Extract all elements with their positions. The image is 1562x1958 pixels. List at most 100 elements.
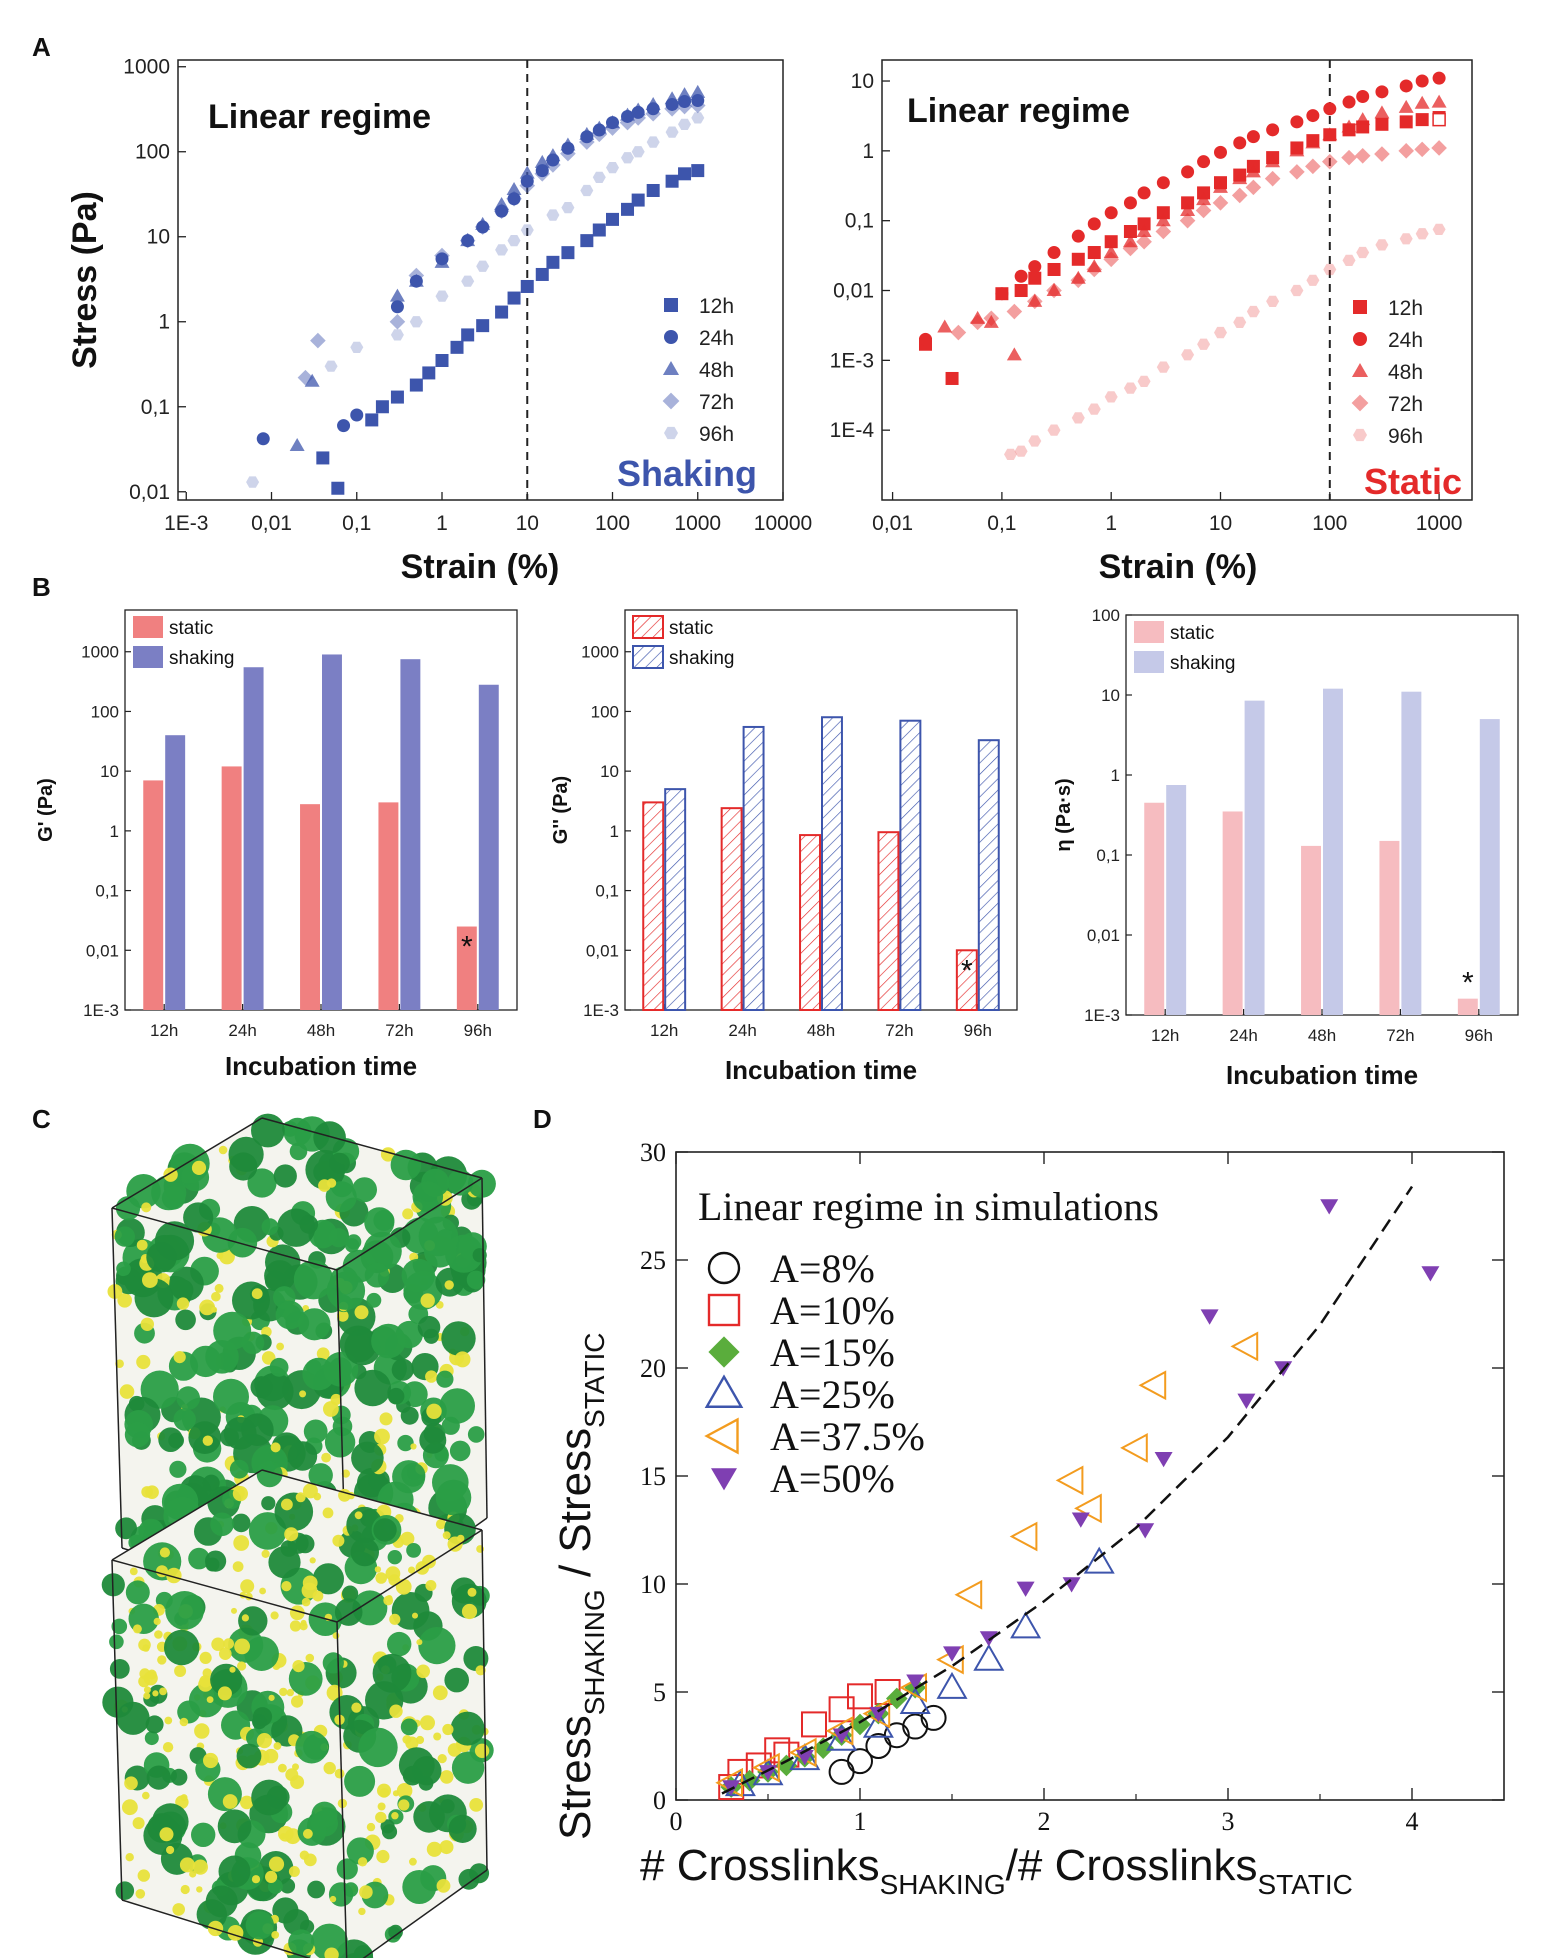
polymer-blob — [299, 1215, 319, 1234]
crosslink-cluster — [152, 1690, 159, 1697]
y-tick-label: 20 — [640, 1354, 666, 1383]
legend: static shaking — [1134, 621, 1236, 674]
polymer-blob — [447, 1169, 474, 1196]
crosslink-cluster — [359, 1885, 373, 1899]
polymer-blob — [387, 1631, 412, 1657]
data-point — [645, 96, 661, 110]
bar-static — [221, 766, 242, 1010]
polymer-blob — [218, 1855, 251, 1888]
data-point — [1156, 361, 1170, 373]
crosslink-cluster — [259, 1587, 266, 1595]
data-point — [493, 203, 510, 219]
data-point — [560, 137, 576, 151]
crosslink-cluster — [203, 1752, 219, 1769]
data-point — [1374, 146, 1390, 162]
data-point — [1083, 1546, 1115, 1574]
series-24h — [918, 71, 1446, 346]
polymer-blob — [244, 1636, 279, 1671]
legend-marker — [1353, 332, 1367, 346]
data-point — [690, 84, 706, 98]
bar-shaking — [899, 719, 922, 1011]
data-point — [1070, 270, 1086, 284]
polymer-blob — [213, 1311, 252, 1350]
data-point — [1086, 259, 1102, 273]
data-point — [832, 1728, 851, 1744]
crosslink-cluster — [303, 1828, 313, 1839]
data-point — [847, 1683, 873, 1710]
data-point — [1197, 338, 1211, 350]
significance-star: * — [1462, 967, 1474, 1000]
polymer-blob — [449, 1440, 471, 1462]
polymer-blob — [435, 1479, 472, 1516]
polymer-blob — [229, 1152, 258, 1181]
data-point — [945, 371, 959, 385]
data-point — [459, 232, 476, 249]
data-point — [1087, 217, 1101, 231]
series-12h — [316, 164, 705, 495]
data-point — [906, 1674, 925, 1690]
data-point — [1246, 130, 1260, 144]
data-point — [677, 87, 693, 101]
polymer-blob — [261, 1218, 279, 1236]
crosslink-cluster — [299, 1390, 307, 1398]
crosslink-cluster — [416, 1664, 431, 1679]
data-point — [1181, 196, 1195, 210]
legend-swatch — [1134, 651, 1164, 673]
crosslink-cluster — [180, 1794, 188, 1802]
data-point — [936, 1671, 968, 1699]
data-point — [621, 202, 635, 216]
corner-label-shaking: Shaking — [617, 453, 757, 494]
legend-swatch — [1134, 621, 1164, 643]
data-point — [970, 310, 986, 324]
panel-letter-b: B — [32, 572, 51, 602]
bar-shaking — [1244, 700, 1265, 1015]
legend-marker — [1353, 428, 1367, 442]
data-point — [580, 184, 594, 197]
polymer-blob — [406, 1543, 421, 1558]
data-point — [1156, 176, 1170, 190]
polymer-blob — [205, 1557, 220, 1572]
cube-edge — [362, 1869, 488, 1958]
polymer-blob — [175, 1309, 196, 1331]
x-tick-label: 96h — [464, 1021, 492, 1040]
cube-edge — [481, 1529, 488, 1871]
data-point — [507, 192, 521, 206]
polymer-blob — [419, 1426, 447, 1454]
legend-marker — [662, 392, 680, 410]
crosslink-cluster — [218, 1145, 228, 1155]
polymer-blob — [190, 1345, 222, 1378]
crosslink-cluster — [132, 1624, 142, 1634]
crosslink-cluster — [211, 1637, 225, 1651]
crosslink-cluster — [305, 1653, 315, 1663]
data-point — [476, 260, 490, 272]
data-point — [1155, 223, 1172, 240]
crosslink-cluster — [270, 1442, 281, 1453]
cube-edge — [336, 1621, 348, 1958]
bar-shaking — [478, 684, 499, 1010]
polymer-blob — [164, 1629, 200, 1666]
polymer-blob — [295, 1730, 328, 1764]
polymer-blob — [116, 1701, 150, 1735]
crosslink-cluster — [301, 1597, 311, 1607]
data-point — [1014, 284, 1028, 298]
data-point — [1103, 251, 1119, 268]
crosslink-cluster — [261, 1549, 270, 1558]
legend-marker — [1351, 362, 1369, 377]
data-point — [337, 419, 351, 433]
data-point — [520, 224, 534, 236]
data-point — [1245, 179, 1262, 196]
data-point — [646, 183, 660, 197]
crosslink-cluster — [174, 1665, 187, 1677]
data-point — [1074, 1493, 1102, 1524]
open-marker — [1432, 112, 1446, 127]
data-point — [1431, 94, 1447, 108]
polymer-blob — [342, 1585, 359, 1602]
x-axis-label: Strain (%) — [1099, 548, 1258, 586]
legend-marker — [664, 330, 678, 344]
polymer-blob — [312, 1563, 344, 1595]
data-point — [519, 165, 535, 179]
crosslink-cluster — [162, 1742, 174, 1753]
polymer-blob — [124, 1422, 151, 1448]
crosslink-cluster — [256, 1733, 272, 1749]
crosslink-cluster — [426, 1841, 442, 1857]
